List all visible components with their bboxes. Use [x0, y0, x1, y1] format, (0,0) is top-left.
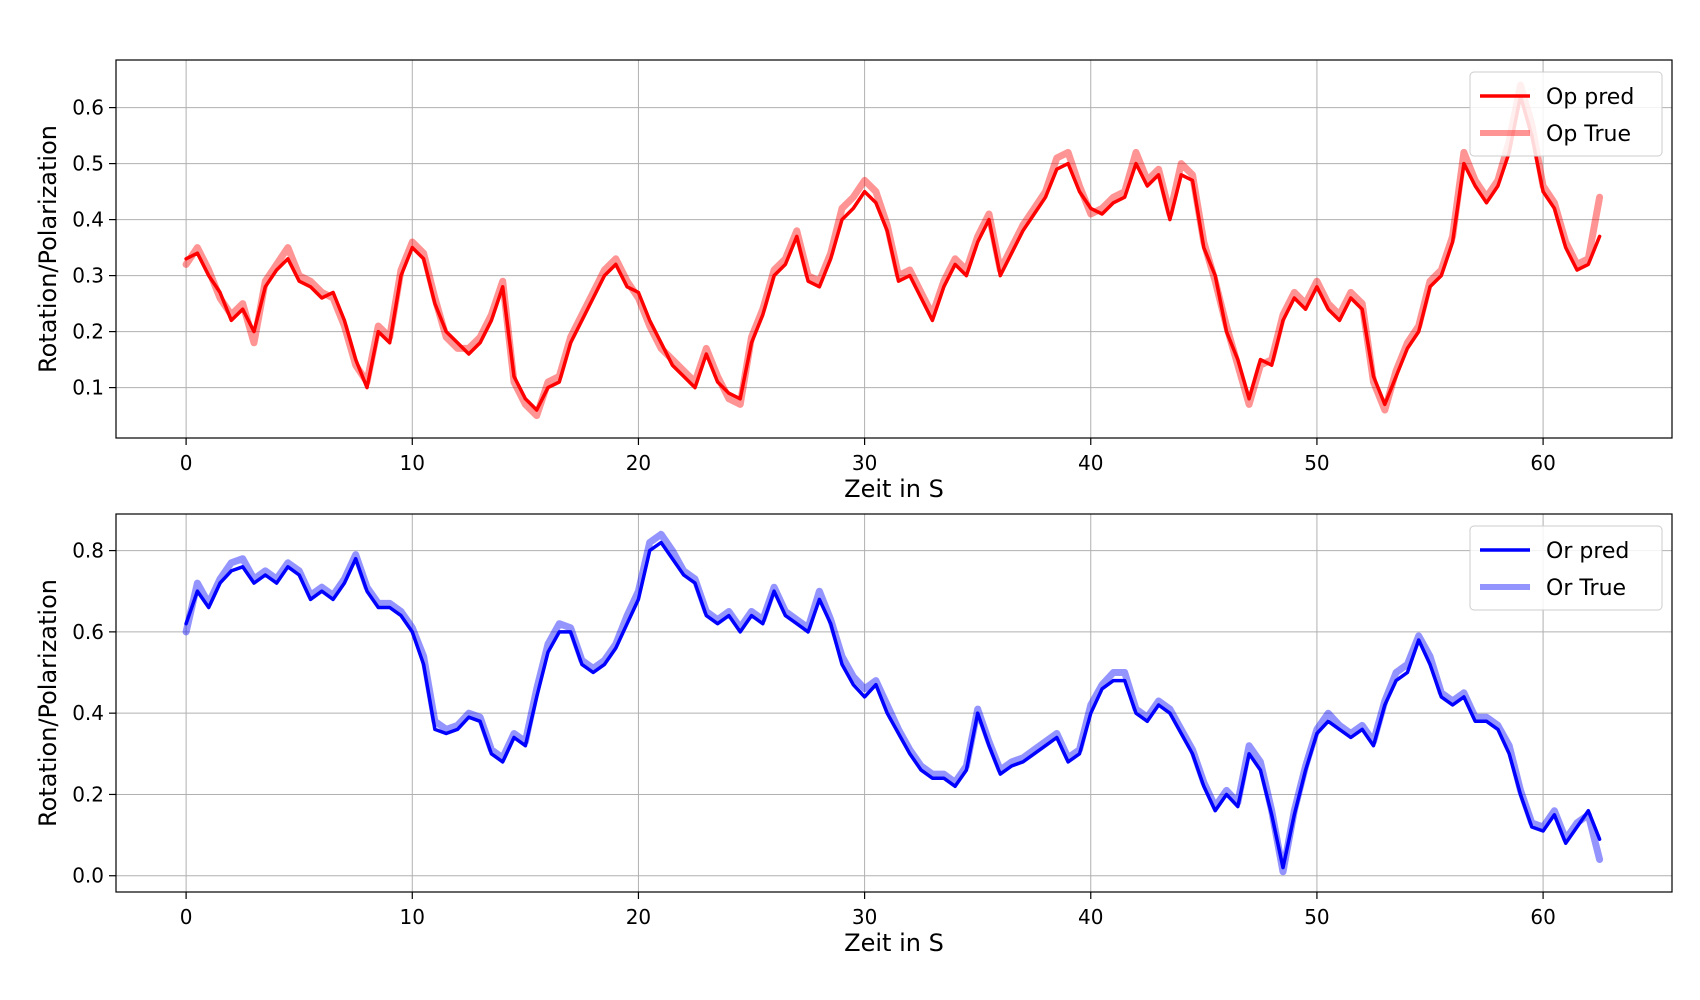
y-tick-label: 0.4 — [72, 701, 104, 725]
legend-label: Op pred — [1546, 85, 1634, 110]
y-tick-label: 0.2 — [72, 782, 104, 806]
legend-label: Op True — [1546, 122, 1631, 147]
legend: Or pred Or True — [1469, 525, 1663, 611]
y-tick-label: 0.1 — [72, 376, 104, 400]
x-tick-label: 20 — [626, 905, 651, 929]
x-tick-label: 60 — [1530, 451, 1555, 475]
plot-frame — [115, 59, 1673, 439]
x-tick-label: 0 — [180, 905, 193, 929]
series-line-or-true — [182, 530, 1604, 876]
y-tick-label: 0.8 — [72, 539, 104, 563]
legend-label: Or True — [1546, 576, 1626, 601]
series-line-or-pred — [184, 540, 1602, 870]
x-tick-label: 0 — [180, 451, 193, 475]
subplot-or: 0 10 20 30 40 50 60 0.0 0.2 0.4 0.6 0.8 Zeit in S Rot… — [34, 513, 1673, 957]
y-axis-label: Rotation/Polarization — [34, 125, 62, 373]
y-tick-label: 0.4 — [72, 208, 104, 232]
legend-label: Or pred — [1546, 539, 1629, 564]
y-tick-label: 0.3 — [72, 264, 104, 288]
legend: Op pred Op True — [1469, 71, 1663, 157]
y-tick-label: 0.2 — [72, 320, 104, 344]
y-tick-label: 0.6 — [72, 96, 104, 120]
x-tick-label: 60 — [1530, 905, 1555, 929]
x-tick-label: 50 — [1304, 451, 1329, 475]
y-tick-label: 0.6 — [72, 620, 104, 644]
series-line-op-pred — [184, 94, 1602, 412]
x-tick-label: 30 — [852, 905, 877, 929]
x-axis-label: Zeit in S — [844, 929, 944, 957]
x-tick-label: 10 — [400, 905, 425, 929]
legend-box — [1469, 71, 1663, 157]
x-axis-label: Zeit in S — [844, 475, 944, 503]
x-tick-label: 20 — [626, 451, 651, 475]
y-tick-label: 0.5 — [72, 152, 104, 176]
x-tick-label: 40 — [1078, 451, 1103, 475]
subplot-op: 0 10 20 30 40 50 60 0.1 0.2 0.3 0.4 0.5 0.6 Zeit in S… — [34, 59, 1673, 503]
x-tick-label: 50 — [1304, 905, 1329, 929]
x-tick-label: 30 — [852, 451, 877, 475]
y-axis-label: Rotation/Polarization — [34, 579, 62, 827]
legend-box — [1469, 525, 1663, 611]
y-tick-label: 0.0 — [72, 864, 104, 888]
x-tick-label: 10 — [400, 451, 425, 475]
x-tick-label: 40 — [1078, 905, 1103, 929]
plot-frame — [115, 513, 1673, 893]
